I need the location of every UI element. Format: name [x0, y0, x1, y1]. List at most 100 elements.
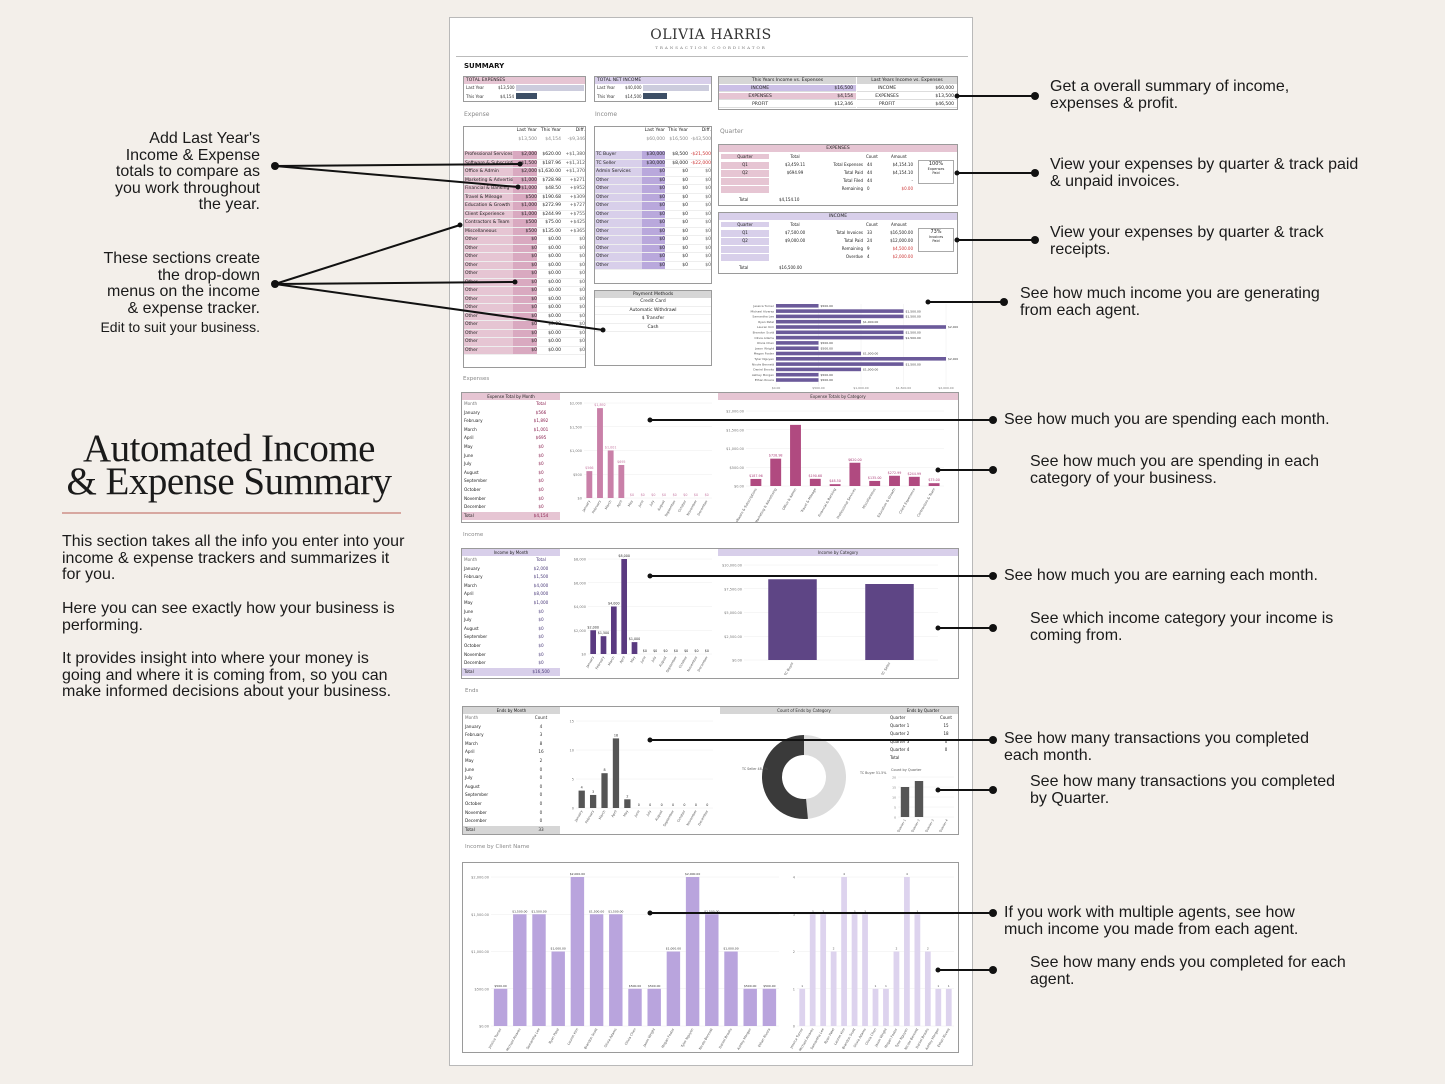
category-cell[interactable]: Other	[464, 338, 513, 346]
category-cell[interactable]: Miscellaneous	[464, 227, 513, 235]
last-year-cell[interactable]: $0	[513, 261, 537, 269]
last-year-cell[interactable]: $0	[513, 253, 537, 261]
category-cell[interactable]: Other	[595, 227, 642, 235]
category-cell[interactable]: Other	[464, 295, 513, 303]
table-row[interactable]: Other $0 $0 $0	[595, 219, 711, 228]
table-row[interactable]: Other $0 $0.00 $0	[464, 304, 585, 313]
category-cell[interactable]: Other	[464, 287, 513, 295]
category-cell[interactable]: Other	[595, 176, 642, 184]
last-year-cell[interactable]: $0	[642, 210, 665, 218]
category-cell[interactable]: Other	[595, 185, 642, 193]
table-row[interactable]: Client Experience $1,000 $244.99 +$755	[464, 210, 585, 219]
table-row[interactable]: Other $0 $0 $0	[595, 193, 711, 202]
payment-method-item[interactable]: Credit Card	[595, 298, 711, 307]
last-year-cell[interactable]: $0	[513, 338, 537, 346]
table-row[interactable]: Other $0 $0 $0	[595, 185, 711, 194]
category-cell[interactable]: Other	[464, 253, 513, 261]
category-cell[interactable]: Office & Admin	[464, 168, 513, 176]
last-year-cell[interactable]: $0	[513, 244, 537, 252]
table-row[interactable]: Other $0 $0.00 $0	[464, 338, 585, 347]
last-year-cell[interactable]: $2,000	[513, 151, 537, 159]
last-year-cell[interactable]: $0	[513, 329, 537, 337]
payment-method-item[interactable]: Automatic Withdrawl	[595, 307, 711, 315]
table-row[interactable]: Miscellaneous $500 $135.00 +$365	[464, 227, 585, 236]
table-row[interactable]: Other $0 $0.00 $0	[464, 346, 585, 355]
table-row[interactable]: Other $0 $0.00 $0	[464, 312, 585, 321]
table-row[interactable]: Other $0 $0.00 $0	[464, 329, 585, 338]
table-row[interactable]: TC Buyer $30,000 $8,500 -$21,500	[595, 151, 711, 160]
table-row[interactable]: Other $0 $0.00 $0	[464, 253, 585, 262]
table-row[interactable]: Other $0 $0 $0	[595, 236, 711, 245]
payment-method-item[interactable]: $ Transfer	[595, 315, 711, 324]
last-year-cell[interactable]: $0	[513, 270, 537, 278]
table-row[interactable]: Travel & Mileage $500 $190.68 +$309	[464, 193, 585, 202]
category-cell[interactable]: Other	[595, 210, 642, 218]
category-cell[interactable]: Marketing & Advertising	[464, 176, 513, 184]
category-cell[interactable]: Other	[464, 236, 513, 244]
table-row[interactable]: Other $0 $0.00 $0	[464, 270, 585, 279]
category-cell[interactable]: Other	[595, 244, 642, 252]
table-row[interactable]: Other $0 $0.00 $0	[464, 278, 585, 287]
last-year-cell[interactable]: $0	[513, 321, 537, 329]
category-cell[interactable]: TC Seller	[595, 159, 642, 167]
table-row[interactable]: Software & Subscriptions$1,500 $187.96 +$1…	[464, 159, 585, 168]
last-year-cell[interactable]: $500	[513, 227, 537, 235]
table-row[interactable]: Other $0 $0 $0	[595, 253, 711, 262]
category-cell[interactable]: Other	[595, 253, 642, 261]
last-year-cell[interactable]: $0	[642, 202, 665, 210]
category-cell[interactable]: Other	[464, 304, 513, 312]
table-row[interactable]: Office & Admin $2,000 $1,630.00 +$1,370	[464, 168, 585, 177]
category-cell[interactable]: Other	[595, 261, 642, 269]
last-year-cell[interactable]: $1,000	[513, 176, 537, 184]
table-row[interactable]: Education & Growth $1,000 $272.99 +$727	[464, 202, 585, 211]
table-row[interactable]: Financial & Banking $1,000 $48.50 +$952	[464, 185, 585, 194]
last-year-cell[interactable]: $1,000	[513, 210, 537, 218]
category-cell[interactable]: Other	[464, 346, 513, 354]
last-year-cell[interactable]: $30,000	[642, 151, 665, 159]
last-year-cell[interactable]: $2,000	[513, 168, 537, 176]
last-year-cell[interactable]: $0	[642, 219, 665, 227]
payment-method-item[interactable]: Cash	[595, 324, 711, 332]
last-year-cell[interactable]: $1,000	[513, 202, 537, 210]
category-cell[interactable]: Other	[464, 270, 513, 278]
category-cell[interactable]: Other	[464, 278, 513, 286]
last-year-cell[interactable]: $0	[513, 287, 537, 295]
table-row[interactable]: Other $0 $0 $0	[595, 244, 711, 253]
category-cell[interactable]: Other	[464, 312, 513, 320]
last-year-cell[interactable]: $0	[513, 278, 537, 286]
table-row[interactable]: Other $0 $0 $0	[595, 261, 711, 270]
category-cell[interactable]: Other	[595, 193, 642, 201]
category-cell[interactable]: Financial & Banking	[464, 185, 513, 193]
category-cell[interactable]: Contractors & Team	[464, 219, 513, 227]
category-cell[interactable]: Software & Subscriptions	[464, 159, 513, 167]
table-row[interactable]: Other $0 $0.00 $0	[464, 236, 585, 245]
table-row[interactable]: Admin Services $0 $0 $0	[595, 168, 711, 177]
table-row[interactable]: Other $0 $0.00 $0	[464, 261, 585, 270]
category-cell[interactable]: Other	[464, 321, 513, 329]
category-cell[interactable]: Other	[464, 261, 513, 269]
last-year-cell[interactable]: $0	[513, 312, 537, 320]
last-year-cell[interactable]: $0	[642, 261, 665, 269]
table-row[interactable]: Other $0 $0.00 $0	[464, 244, 585, 253]
category-cell[interactable]: Other	[595, 202, 642, 210]
last-year-cell[interactable]: $30,000	[642, 159, 665, 167]
last-year-cell[interactable]: $0	[513, 346, 537, 354]
last-year-cell[interactable]: $0	[642, 244, 665, 252]
category-cell[interactable]: TC Buyer	[595, 151, 642, 159]
category-cell[interactable]: Other	[595, 219, 642, 227]
table-row[interactable]: Other $0 $0.00 $0	[464, 321, 585, 330]
last-year-cell[interactable]: $0	[513, 236, 537, 244]
last-year-cell[interactable]: $0	[642, 168, 665, 176]
last-year-cell[interactable]: $500	[513, 193, 537, 201]
last-year-cell[interactable]: $0	[642, 176, 665, 184]
category-cell[interactable]: Other	[464, 244, 513, 252]
table-row[interactable]: Other $0 $0 $0	[595, 227, 711, 236]
table-row[interactable]: Other $0 $0 $0	[595, 210, 711, 219]
category-cell[interactable]: Other	[464, 329, 513, 337]
last-year-cell[interactable]: $0	[513, 304, 537, 312]
last-year-cell[interactable]: $1,500	[513, 159, 537, 167]
last-year-cell[interactable]: $0	[642, 185, 665, 193]
category-cell[interactable]: Professional Services	[464, 151, 513, 159]
table-row[interactable]: Other $0 $0 $0	[595, 202, 711, 211]
table-row[interactable]: Other $0 $0.00 $0	[464, 287, 585, 296]
